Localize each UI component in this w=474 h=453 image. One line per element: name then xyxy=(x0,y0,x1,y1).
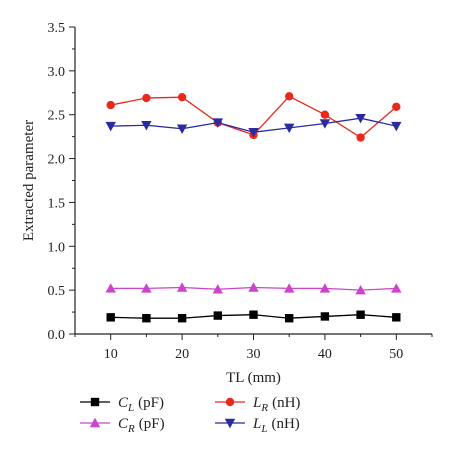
legend-subscript: L xyxy=(260,423,267,435)
data-point xyxy=(106,100,115,110)
data-point xyxy=(248,282,259,292)
data-point xyxy=(105,121,116,132)
y-tick-label: 0.5 xyxy=(48,284,66,299)
y-tick-label: 2.0 xyxy=(48,153,66,168)
legend: CL (pF)CR (pF)LR (nH)LL (nH) xyxy=(80,395,300,435)
data-point xyxy=(212,284,223,294)
data-point xyxy=(320,312,330,321)
legend-label: LR (nH) xyxy=(252,395,300,414)
data-point xyxy=(285,92,294,101)
data-point xyxy=(177,92,187,102)
data-point xyxy=(284,283,295,293)
legend-marker xyxy=(89,417,101,428)
y-tick-label: 0.0 xyxy=(48,328,66,343)
legend-unit: (nH) xyxy=(271,416,299,432)
series-1 xyxy=(106,310,401,323)
data-point xyxy=(176,282,188,292)
data-point xyxy=(142,93,151,103)
y-axis-title: Extracted parameter xyxy=(21,120,37,241)
data-point xyxy=(142,314,151,323)
data-point xyxy=(105,283,116,293)
data-point xyxy=(249,310,258,319)
legend-subscript: R xyxy=(127,423,135,435)
data-point xyxy=(141,121,152,131)
data-point xyxy=(392,102,401,112)
legend-subscript: R xyxy=(260,402,268,414)
data-point xyxy=(319,119,331,129)
legend-label: CR (pF) xyxy=(118,416,165,435)
legend-unit: (pF) xyxy=(138,395,164,411)
y-tick-label: 2.5 xyxy=(48,109,66,124)
legend-item: LL (nH) xyxy=(215,416,300,435)
data-point xyxy=(285,314,294,323)
x-axis-title: TL (mm) xyxy=(226,370,281,386)
data-point xyxy=(355,284,366,295)
series-2 xyxy=(105,282,402,295)
x-tick-label: 50 xyxy=(389,347,403,362)
tick-labels: 0.0 0.5 1.0 1.5 2.0 2.5 3.0 3.5 10 20 30 40 50 xyxy=(48,21,404,362)
data-point xyxy=(356,133,365,142)
data-point xyxy=(176,124,188,134)
data-point xyxy=(213,311,222,320)
data-point xyxy=(356,310,365,319)
legend-item: LR (nH) xyxy=(215,395,300,414)
legend-item: CL (pF) xyxy=(80,395,164,414)
data-point xyxy=(392,313,401,322)
x-tick-label: 10 xyxy=(104,347,118,362)
data-point xyxy=(355,114,366,124)
x-tick-label: 20 xyxy=(175,347,189,362)
series-layer xyxy=(105,92,402,323)
legend-symbol: C xyxy=(118,416,129,432)
y-tick-label: 1.0 xyxy=(48,240,66,255)
legend-symbol: C xyxy=(118,395,129,411)
y-tick-label: 1.5 xyxy=(48,196,66,211)
legend-subscript: L xyxy=(127,402,134,414)
data-point xyxy=(212,118,223,128)
y-tick-label: 3.5 xyxy=(48,21,66,36)
legend-item: CR (pF) xyxy=(80,416,165,435)
legend-label: LL (nH) xyxy=(252,416,300,435)
data-point xyxy=(141,283,152,293)
y-tick-label: 3.0 xyxy=(48,65,66,80)
legend-marker xyxy=(225,397,235,407)
legend-symbol: L xyxy=(252,395,261,411)
data-point xyxy=(177,314,187,323)
x-tick-label: 30 xyxy=(247,347,261,362)
data-point xyxy=(284,123,295,134)
data-point xyxy=(320,110,330,119)
legend-label: CL (pF) xyxy=(118,395,164,414)
legend-unit: (nH) xyxy=(272,395,300,411)
data-point xyxy=(391,121,402,132)
data-point xyxy=(319,283,331,293)
plot-axes xyxy=(69,26,433,340)
legend-marker xyxy=(90,397,100,407)
data-point xyxy=(391,283,402,293)
series-4 xyxy=(105,114,402,138)
legend-unit: (pF) xyxy=(139,416,165,432)
data-point xyxy=(248,128,259,138)
legend-marker xyxy=(224,418,236,429)
x-tick-label: 40 xyxy=(318,347,332,362)
data-point xyxy=(106,313,115,322)
legend-symbol: L xyxy=(252,416,261,432)
